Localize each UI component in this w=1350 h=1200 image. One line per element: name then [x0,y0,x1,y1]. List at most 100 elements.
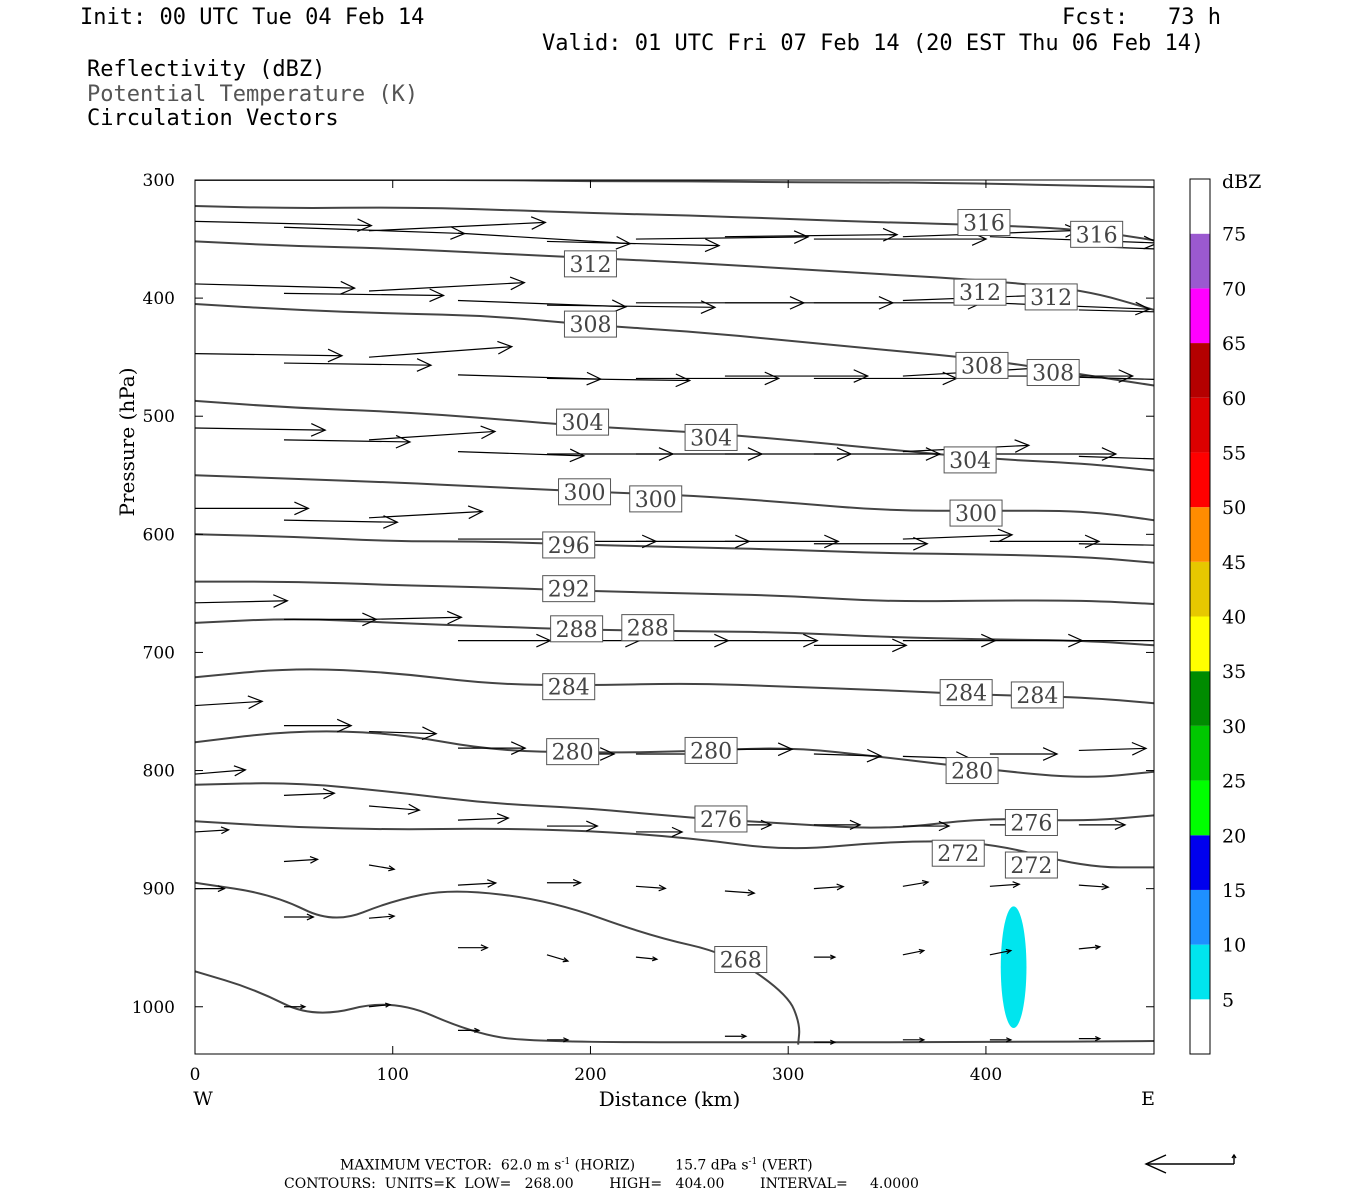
y-tick-label: 1000 [132,998,175,1018]
vector-shaft [368,1004,391,1008]
vector-shaft [195,600,288,604]
vector-head [777,742,794,757]
vector-head [803,633,819,648]
vector-arrow [368,276,526,292]
colorbar-label: 10 [1222,935,1246,957]
vector-layer [195,216,1154,1045]
vector-head [496,812,510,825]
y-tick-label: 300 [143,171,175,191]
contour-label-box [563,250,617,278]
colorbar-label: 60 [1222,388,1246,410]
max-vert-value: 15.7 dPa s [675,1157,749,1174]
vector-arrow [368,726,438,741]
vector-arrow [902,879,930,887]
contour-label-300: 300 [564,481,606,506]
vector-head [830,1039,837,1045]
vector-arrow [546,1037,570,1043]
vector-head [892,638,908,653]
vector-shaft [195,700,263,707]
contour-label-308: 308 [961,354,1003,379]
vector-head [340,280,357,295]
vector-arrow [1078,741,1148,756]
theta-contour-296 [195,533,1154,564]
vector-arrow [457,741,527,755]
vector-head [1094,944,1102,950]
vector-arrow [635,230,810,244]
y-tick-label: 600 [143,525,175,545]
vector-arrow [283,913,315,921]
vector-head [273,594,289,608]
y-tick-label: 500 [143,407,175,427]
contour-label-box [943,446,997,474]
vector-shaft [1078,376,1154,380]
vector-shaft [283,858,318,863]
vector-shaft [813,753,882,757]
contour-label-292: 292 [548,578,590,603]
colorbar-label: 5 [1222,989,1234,1011]
vector-arrow [813,748,883,763]
vector-head [599,747,616,761]
vector-shaft [724,890,755,894]
contour-label-box [558,478,612,506]
vector-shaft [195,220,372,227]
vector-arrow [457,879,498,888]
contour-label-300: 300 [635,488,677,513]
vector-arrow [635,826,684,838]
contour-label-284: 284 [548,676,590,701]
vector-head [384,1002,392,1008]
vector-shaft [283,362,431,366]
vector-head [1101,447,1118,461]
colorbar: 5 10 15 20 25 30 35 40 45 50 55 60 65 70 75 dBZ [1189,171,1261,1055]
theta-contour-surface [195,970,1154,1044]
vector-head [327,348,344,363]
colorbar-label: 25 [1222,771,1246,793]
vector-arrow [368,1002,392,1008]
theta-contour-268 [195,881,801,1045]
vector-head [388,865,396,872]
contour-label-276: 276 [1010,812,1052,837]
vector-head [416,358,433,372]
vector-arrow [195,695,264,710]
vector-arrow [724,534,840,549]
vector-arrow [902,633,997,648]
vector-shaft [1078,884,1109,888]
contour-label-box [621,614,675,642]
vector-shaft [368,346,512,358]
y-tick-label: 400 [143,289,175,309]
colorbar-swatch [1190,725,1210,781]
vector-shaft [546,377,690,382]
vector-head [704,238,721,253]
vector-arrow [457,944,489,952]
vector-head [853,369,870,383]
vector-shaft [368,915,395,919]
colorbar-label: 55 [1222,442,1246,464]
contour-label-312: 312 [1030,286,1072,311]
vector-shaft [1078,946,1100,950]
contour-label-288: 288 [556,618,598,643]
vector-shaft [195,427,326,431]
vector-shaft [724,233,898,238]
vector-head [233,765,247,777]
vector-shaft [457,451,585,457]
vector-head [421,726,438,741]
vector-arrow [989,881,1021,889]
colorbar-label: 30 [1222,716,1246,738]
vector-head [306,913,315,921]
reference-vector-head [1144,1154,1167,1174]
vector-head [921,879,930,887]
vector-arrow [283,226,467,240]
vector-head [824,534,840,549]
contour-label-box [957,209,1011,237]
vector-head [1094,1036,1102,1042]
colorbar-unit: dBZ [1222,171,1261,193]
vector-arrow [546,878,583,887]
contour-label-316: 316 [963,212,1005,237]
colorbar-swatch [1190,233,1210,289]
vector-head [913,536,929,551]
vector-arrow [813,447,942,461]
vector-head [830,954,837,960]
max-vector-line: MAXIMUM VECTOR: 62.0 m s-1 (HORIZ) 15.7 … [340,1157,813,1174]
vector-head [651,956,659,962]
vector-head [467,505,484,520]
